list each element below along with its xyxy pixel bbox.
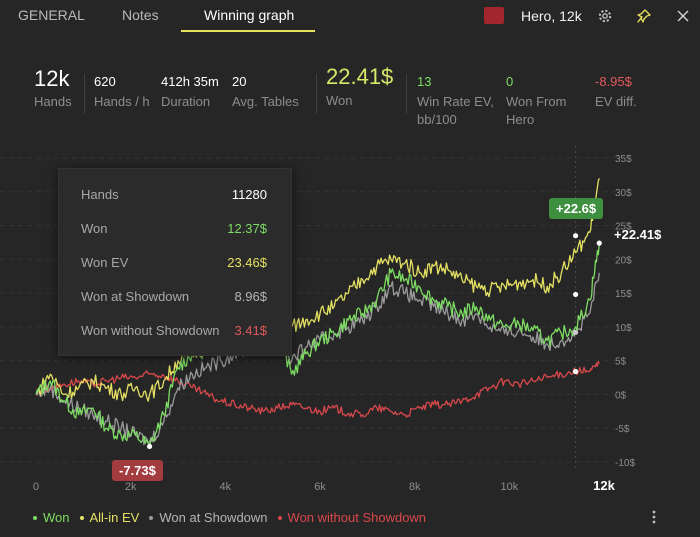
stat-duration: 412h 35m Duration	[161, 74, 219, 111]
tooltip-label: Won EV	[81, 255, 129, 270]
series-marker	[573, 368, 579, 375]
stat-hands-per-hour: 620 Hands / h	[94, 74, 150, 111]
divider	[84, 74, 85, 114]
y-tick-label: 10$	[615, 323, 632, 334]
x-tick-label: 10k	[500, 481, 518, 493]
y-tick-label: 30$	[615, 188, 632, 199]
tooltip-label: Won at Showdown	[81, 289, 190, 304]
stat-label: Hands	[34, 94, 72, 109]
legend-all-in-ev[interactable]: All-in EV	[79, 510, 140, 525]
tab-general[interactable]: GENERAL	[18, 7, 85, 23]
stat-label: Hands / h	[94, 94, 150, 109]
tab-notes[interactable]: Notes	[122, 7, 159, 23]
tooltip-value: 11280	[231, 187, 267, 202]
stat-label: Avg. Tables	[232, 94, 299, 109]
player-color-swatch[interactable]	[484, 7, 504, 24]
tooltip-value: 3.41$	[234, 323, 267, 338]
series-marker	[147, 443, 153, 450]
gear-icon[interactable]	[595, 6, 615, 26]
x-axis-ticks: 0 2k 4k 6k 8k 10k 12k	[33, 478, 616, 493]
tooltip-value: 8.96$	[234, 289, 267, 304]
stat-value: 20	[232, 74, 247, 89]
stat-label: EV diff.	[595, 94, 637, 109]
series-marker	[596, 240, 602, 246]
stat-won-from-hero: 0 Won From Hero	[506, 74, 576, 129]
stat-value: 12k	[34, 66, 70, 91]
legend-dot	[277, 515, 282, 520]
series-marker	[573, 233, 579, 239]
series-lines	[35, 178, 600, 448]
stat-win-rate-ev: 13 Win Rate EV, bb/100	[417, 74, 497, 129]
stat-value: 412h 35m	[161, 74, 219, 89]
y-axis-ticks: 35$ 30$ 25$ 20$ 15$ 10$ 5$ 0$ -5$ -10$	[615, 154, 635, 469]
stat-label: Win Rate EV, bb/100	[417, 94, 494, 127]
stat-value: 620	[94, 74, 116, 89]
hover-tooltip: Hands 11280 Won 12.37$ Won EV 23.46$ Won…	[58, 168, 292, 356]
pin-icon[interactable]	[634, 6, 654, 26]
legend-label: Won	[43, 510, 70, 525]
player-selector[interactable]: Hero, 12k	[521, 8, 582, 24]
y-tick-label: 15$	[615, 289, 632, 300]
tooltip-value: 12.37$	[227, 221, 267, 236]
stat-label: Duration	[161, 94, 211, 109]
stat-hands: 12k Hands	[34, 66, 72, 111]
stat-value: -8.95$	[595, 74, 632, 89]
tooltip-label: Hands	[81, 187, 119, 202]
stat-value: 0	[506, 74, 514, 89]
series-line-1	[35, 178, 600, 402]
tab-winning-graph[interactable]: Winning graph	[204, 7, 295, 23]
min-callout: -7.73$	[112, 460, 163, 481]
winning-graph[interactable]: 35$ 30$ 25$ 20$ 15$ 10$ 5$ 0$ -5$ -10$ 0 2k 4k 6k 8k 1…	[0, 140, 700, 500]
y-tick-label: 0$	[615, 390, 627, 401]
stat-won: 22.41$ Won	[326, 64, 393, 110]
legend-dot	[33, 515, 37, 520]
stat-avg-tables: 20 Avg. Tables	[232, 74, 299, 111]
end-value-label: +22.41$	[614, 227, 662, 242]
legend-dot	[149, 515, 154, 520]
legend-label: Won at Showdown	[159, 510, 268, 525]
legend-label: Won without Showdown	[287, 510, 427, 525]
legend-won-without-showdown[interactable]: Won without Showdown	[277, 510, 427, 525]
legend-won[interactable]: Won	[33, 510, 70, 525]
divider	[406, 74, 407, 114]
x-tick-label: 6k	[314, 481, 326, 493]
top-bar: GENERAL Notes Winning graph Hero, 12k	[0, 0, 700, 32]
stat-value: 22.41$	[326, 64, 394, 89]
y-tick-label: -10$	[615, 458, 635, 469]
max-callout: +22.6$	[549, 198, 604, 219]
stat-ev-diff: -8.95$ EV diff.	[595, 74, 637, 111]
series-line-3	[35, 360, 600, 418]
stat-label: Won From Hero	[506, 94, 567, 127]
y-tick-label: -5$	[615, 424, 630, 435]
legend-dot	[79, 515, 84, 520]
tooltip-label: Won	[81, 221, 108, 236]
tooltip-value: 23.46$	[227, 255, 267, 270]
x-tick-label: 2k	[125, 481, 137, 493]
y-tick-label: 25$	[615, 222, 632, 233]
chart-legend: Won All-in EV Won at Showdown Won withou…	[33, 510, 426, 525]
x-tick-label: 0	[33, 481, 39, 493]
x-tick-label: 12k	[593, 478, 615, 493]
series-marker	[573, 291, 579, 298]
x-tick-label: 4k	[220, 481, 232, 493]
stat-value: 13	[417, 74, 432, 89]
y-tick-label: 5$	[615, 357, 627, 368]
close-icon[interactable]	[673, 6, 693, 26]
tooltip-label: Won without Showdown	[81, 323, 220, 338]
more-options-icon[interactable]	[650, 508, 658, 526]
legend-won-at-showdown[interactable]: Won at Showdown	[149, 510, 268, 525]
y-tick-label: 35$	[615, 154, 632, 165]
active-tab-indicator	[181, 30, 315, 32]
stat-label: Won	[326, 93, 353, 108]
y-tick-label: 20$	[615, 255, 632, 266]
divider	[316, 74, 317, 114]
x-tick-label: 8k	[409, 481, 421, 493]
series-line-0	[35, 243, 600, 448]
series-marker	[573, 329, 579, 335]
legend-label: All-in EV	[89, 510, 140, 525]
series-markers	[147, 233, 602, 450]
